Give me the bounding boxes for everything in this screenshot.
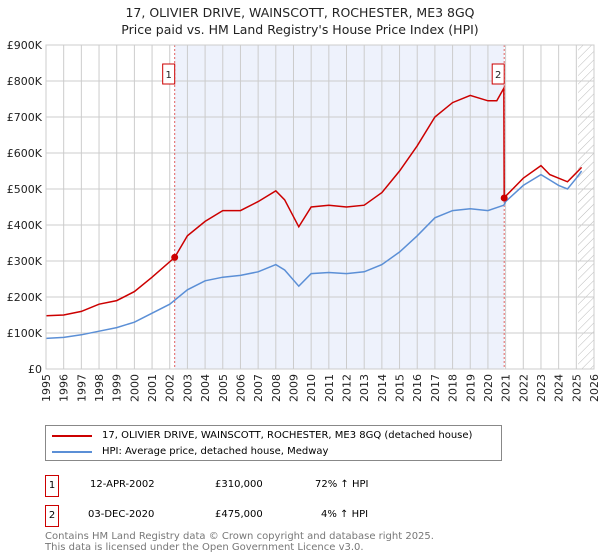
- x-tick-label: 2019: [464, 374, 477, 402]
- transaction-hpi: 72% ↑ HPI: [315, 479, 369, 490]
- transaction-badge: 1: [45, 475, 59, 497]
- sale-label-box: [491, 63, 505, 85]
- legend-item-property: 17, OLIVIER DRIVE, WAINSCOTT, ROCHESTER,…: [52, 430, 472, 441]
- transaction-price: £475,000: [215, 509, 263, 520]
- sale-point: [171, 253, 179, 261]
- transaction-price: £310,000: [215, 479, 263, 490]
- y-tick-label: £900K: [7, 39, 43, 52]
- y-tick-label: £800K: [7, 75, 43, 88]
- y-tick-label: £700K: [7, 111, 43, 124]
- sale-label: 1: [166, 70, 172, 81]
- footer: Contains HM Land Registry data © Crown c…: [45, 531, 434, 553]
- x-tick-label: 2001: [146, 374, 159, 402]
- x-tick-label: 1995: [40, 374, 53, 402]
- legend-label: HPI: Average price, detached house, Medw…: [102, 446, 329, 457]
- sale-label: 2: [495, 70, 501, 81]
- y-tick-label: £500K: [7, 183, 43, 196]
- y-tick-label: £400K: [7, 219, 43, 232]
- transaction-row: 2 03-DEC-2020 £475,000 4% ↑ HPI: [45, 505, 445, 527]
- transaction-date: 03-DEC-2020: [88, 509, 155, 520]
- x-tick-label: 2002: [164, 374, 177, 402]
- blue-line-swatch: [52, 450, 92, 453]
- x-tick-label: 2018: [447, 374, 460, 402]
- y-tick-label: £0: [28, 363, 42, 376]
- red-line-swatch: [52, 434, 92, 437]
- x-tick-label: 2012: [341, 374, 354, 402]
- plot-area: £0 £100K £200K £300K £400K £500K £600K £700K £80…: [7, 39, 600, 402]
- x-tick-label: 2016: [411, 374, 424, 402]
- x-tick-label: 2022: [517, 374, 530, 402]
- x-tick-label: 2003: [181, 374, 194, 402]
- x-tick-label: 2011: [323, 374, 336, 402]
- footer-copyright: Contains HM Land Registry data © Crown c…: [45, 531, 434, 542]
- x-tick-label: 2017: [429, 374, 442, 402]
- x-tick-label: 1996: [58, 374, 71, 402]
- x-tick-label: 2010: [305, 374, 318, 402]
- x-tick-label: 2006: [234, 374, 247, 402]
- x-tick-label: 1998: [93, 374, 106, 402]
- chart-subtitle: Price paid vs. HM Land Registry's House …: [121, 22, 479, 37]
- plot-border: [45, 44, 595, 370]
- x-tick-label: 2000: [128, 374, 141, 402]
- transaction-hpi: 4% ↑ HPI: [321, 509, 369, 520]
- x-tick-label: 2008: [270, 374, 283, 402]
- x-tick-label: 2021: [500, 374, 513, 402]
- y-tick-label: £200K: [7, 291, 43, 304]
- x-tick-label: 2007: [252, 374, 265, 402]
- x-tick-label: 2020: [482, 374, 495, 402]
- hpi-line: [45, 170, 583, 340]
- y-tick-label: £600K: [7, 147, 43, 160]
- x-tick-label: 2015: [394, 374, 407, 402]
- legend-item-hpi: HPI: Average price, detached house, Medw…: [52, 446, 328, 457]
- x-tick-label: 2024: [553, 374, 566, 402]
- x-tick-label: 2013: [358, 374, 371, 402]
- sale-label-box: [162, 63, 176, 85]
- x-tick-label: 2004: [199, 374, 212, 402]
- legend-label: 17, OLIVIER DRIVE, WAINSCOTT, ROCHESTER,…: [102, 430, 473, 441]
- x-tick-label: 2014: [376, 374, 389, 402]
- forecast-hatch: [578, 45, 594, 369]
- x-tick-label: 2009: [287, 374, 300, 402]
- price-paid-line: [45, 85, 583, 317]
- x-tick-label: 2025: [570, 374, 583, 402]
- transaction-row: 1 12-APR-2002 £310,000 72% ↑ HPI: [45, 475, 445, 497]
- sale-point: [500, 194, 508, 202]
- y-tick-label: £100K: [7, 327, 43, 340]
- x-tick-label: 1997: [75, 374, 88, 402]
- x-tick-label: 2005: [217, 374, 230, 402]
- transaction-date: 12-APR-2002: [90, 479, 155, 490]
- x-tick-label: 2023: [535, 374, 548, 402]
- legend: 17, OLIVIER DRIVE, WAINSCOTT, ROCHESTER,…: [45, 425, 502, 461]
- transaction-badge: 2: [45, 505, 59, 527]
- x-tick-label: 2026: [588, 374, 600, 402]
- y-tick-label: £300K: [7, 255, 43, 268]
- chart-title: 17, OLIVIER DRIVE, WAINSCOTT, ROCHESTER,…: [125, 5, 475, 20]
- x-tick-label: 1999: [111, 374, 124, 402]
- footer-licence: This data is licensed under the Open Gov…: [45, 542, 364, 553]
